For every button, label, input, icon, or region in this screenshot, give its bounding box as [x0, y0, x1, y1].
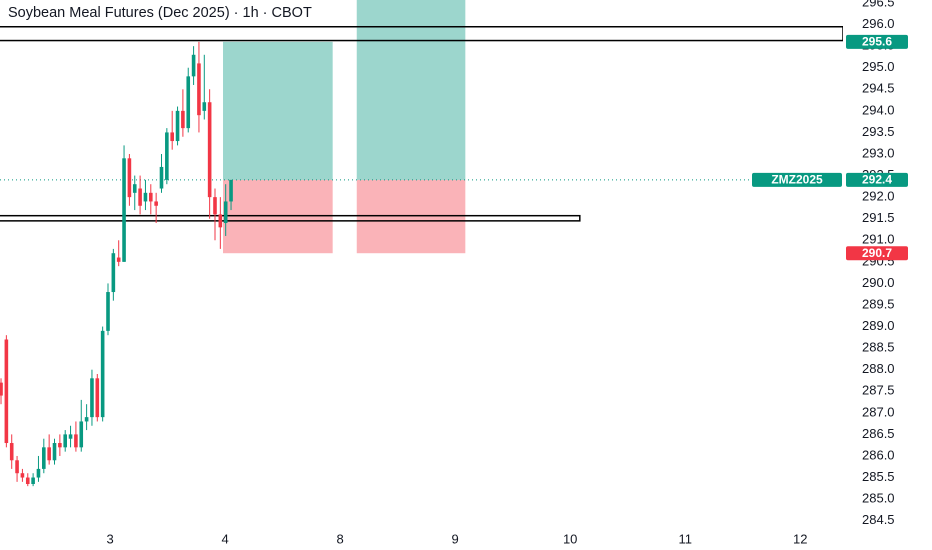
- candle-body: [181, 110, 185, 129]
- candle-body: [0, 382, 3, 396]
- y-tick-label: 286.0: [862, 447, 895, 462]
- candle-body: [58, 443, 62, 448]
- price-tag-label: 295.6: [862, 35, 892, 49]
- candle-body: [79, 421, 84, 448]
- candle-body: [207, 102, 212, 198]
- candle-body: [159, 166, 164, 189]
- candle-body: [100, 330, 105, 418]
- price-tag-label: 292.4: [862, 173, 892, 187]
- y-tick-label: 294.0: [862, 102, 895, 117]
- y-tick-label: 289.0: [862, 318, 895, 333]
- candle-body: [111, 253, 116, 293]
- candle-body: [197, 63, 201, 116]
- candle-body: [47, 447, 51, 461]
- candle-body: [165, 132, 169, 180]
- candle-body: [90, 378, 94, 418]
- y-tick-label: 291.5: [862, 210, 895, 225]
- candle-body: [175, 110, 180, 142]
- position-stop: [356, 179, 466, 254]
- y-tick-label: 285.5: [862, 469, 895, 484]
- y-tick-label: 289.5: [862, 296, 895, 311]
- symbol-tag-label: ZMZ2025: [771, 173, 823, 187]
- y-tick-label: 296.5: [862, 0, 895, 9]
- y-tick-label: 290.0: [862, 275, 895, 290]
- candle-body: [138, 188, 142, 206]
- candle-body: [148, 192, 153, 202]
- candle-body: [143, 192, 148, 202]
- y-tick-label: 292.0: [862, 189, 895, 204]
- candle-body: [52, 443, 57, 461]
- position-stop: [223, 179, 333, 254]
- candle-body: [186, 76, 191, 129]
- y-tick-label: 295.0: [862, 59, 895, 74]
- x-tick-label: 10: [563, 531, 577, 546]
- plot-area: [0, 0, 843, 487]
- y-tick-label: 288.0: [862, 361, 895, 376]
- candle-body: [132, 184, 137, 193]
- y-tick-label: 293.0: [862, 145, 895, 160]
- candle-body: [84, 417, 89, 422]
- axes: 284.5 285.0 285.5 286.0 286.5 287.0 287.5 288.0…: [107, 0, 908, 546]
- candle-body: [229, 179, 233, 202]
- price-tag: [846, 34, 908, 49]
- x-tick-label: 9: [452, 531, 459, 546]
- y-tick-label: 288.5: [862, 340, 895, 355]
- candle-body: [191, 54, 196, 77]
- y-tick-label: 294.5: [862, 81, 895, 96]
- position-target: [223, 41, 333, 180]
- chart-title: Soybean Meal Futures (Dec 2025) · 1h · C…: [8, 5, 312, 21]
- zone: [0, 25, 843, 42]
- x-tick-label: 11: [678, 531, 692, 546]
- candle-body: [20, 473, 25, 478]
- candle-body: [154, 201, 158, 206]
- x-tick-label: 3: [107, 531, 114, 546]
- price-tag-label: 290.7: [862, 246, 892, 260]
- candle-body: [127, 158, 132, 198]
- candle-body: [202, 102, 207, 111]
- symbol-tag: [752, 172, 842, 187]
- x-tick-label: 4: [222, 531, 229, 546]
- x-tick-label: 12: [793, 531, 807, 546]
- candle-body: [116, 257, 121, 262]
- y-tick-label: 287.5: [862, 383, 895, 398]
- x-tick-label: 8: [337, 531, 344, 546]
- candle-body: [170, 132, 174, 142]
- candle-body: [31, 477, 35, 484]
- position-target: [356, 0, 466, 180]
- y-tick-label: 293.5: [862, 124, 895, 139]
- y-tick-label: 291.0: [862, 232, 895, 247]
- candle-body: [63, 434, 68, 448]
- candle-body: [223, 201, 228, 224]
- candle-body: [213, 197, 217, 215]
- candle-body: [4, 339, 9, 444]
- candle-body: [42, 447, 46, 469]
- candle-body: [36, 468, 41, 478]
- y-tick-label: 287.0: [862, 404, 895, 419]
- candle-body: [218, 214, 223, 228]
- y-tick-label: 285.0: [862, 491, 895, 506]
- candle-body: [122, 158, 126, 262]
- price-tag: [846, 246, 908, 261]
- candle-body: [95, 378, 100, 418]
- candle-body: [68, 434, 73, 439]
- zone: [0, 214, 581, 222]
- y-tick-label: 286.5: [862, 426, 895, 441]
- candle-body: [9, 443, 14, 461]
- candle-body: [74, 434, 78, 448]
- candle-body: [25, 477, 30, 484]
- y-tick-label: 296.0: [862, 16, 895, 31]
- candle-body: [106, 292, 110, 331]
- y-tick-label: 284.5: [862, 512, 895, 527]
- candle-body: [15, 460, 19, 474]
- price-tag: [846, 172, 908, 187]
